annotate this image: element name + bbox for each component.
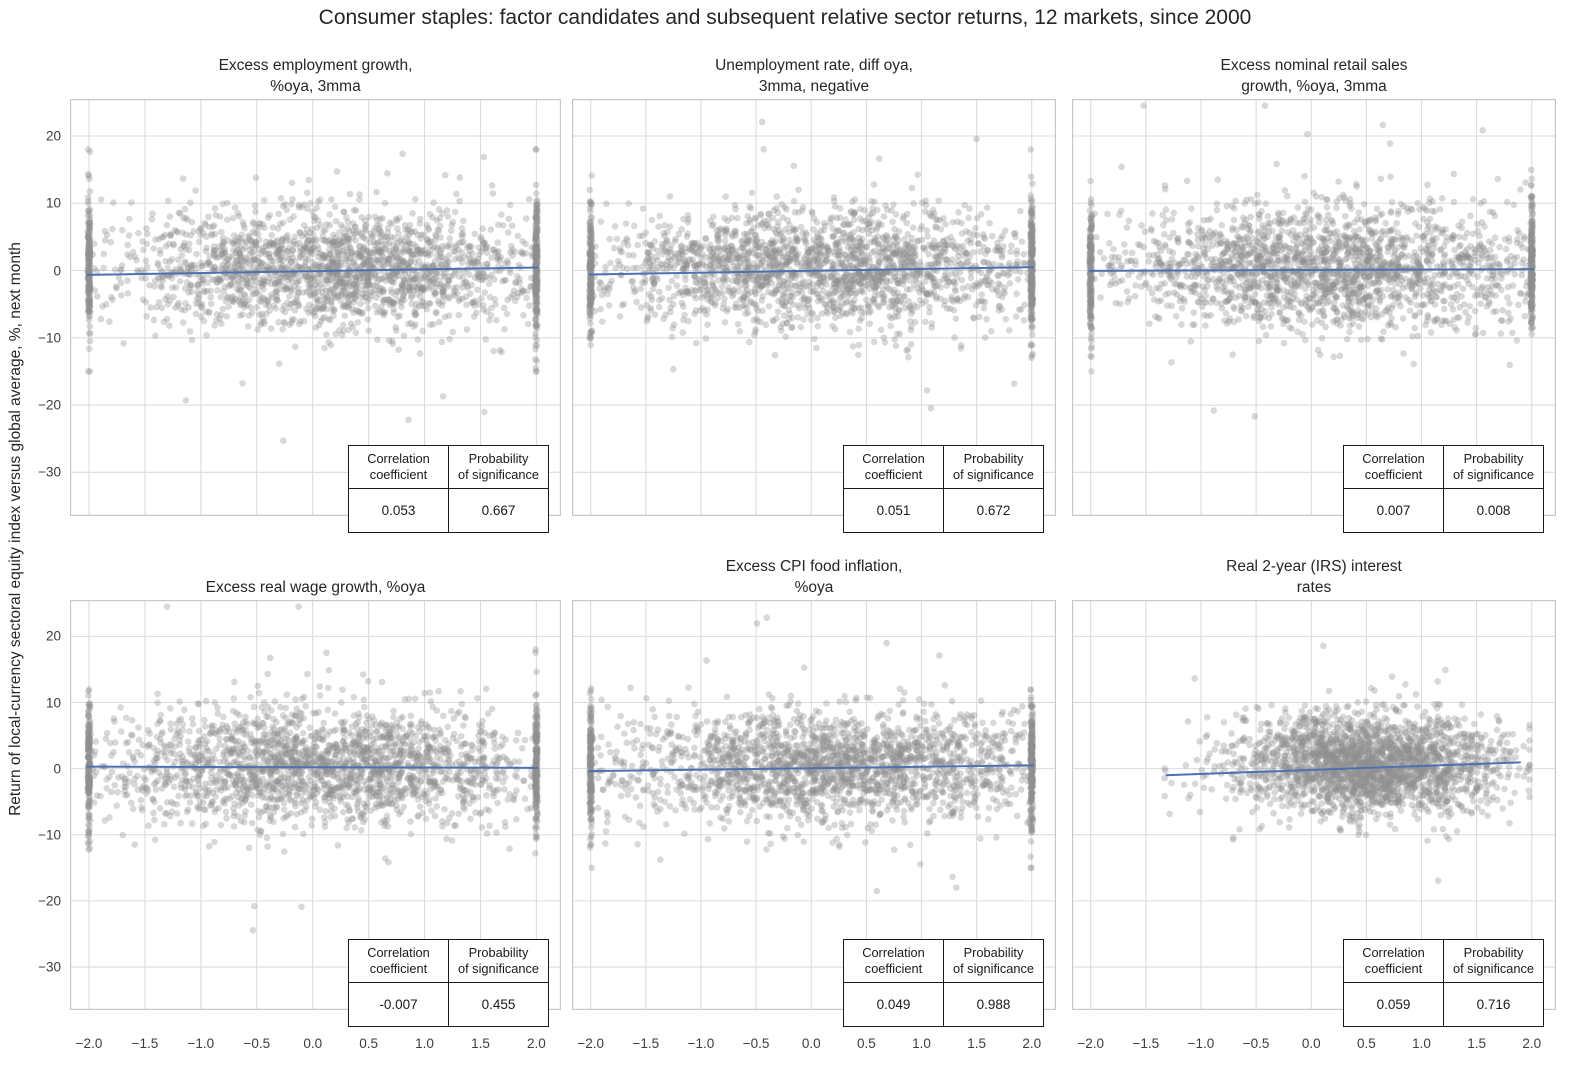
x-tick-label: −1.0: [687, 1036, 715, 1051]
x-tick-label: 0.0: [1301, 1036, 1321, 1051]
x-tick-label: −0.5: [1242, 1036, 1270, 1051]
stats-table: Correlation coefficient Probability of s…: [348, 939, 549, 1027]
stats-header-correlation: Correlation coefficient: [843, 445, 944, 489]
x-tick-label: −2.0: [75, 1036, 103, 1051]
x-tick-label: −2.0: [577, 1036, 605, 1051]
x-tick-label: 2.0: [1022, 1036, 1042, 1051]
stats-header-probability: Probability of significance: [1443, 445, 1544, 489]
stats-value-correlation: 0.049: [843, 982, 944, 1027]
scatter-canvas: [1072, 99, 1556, 516]
panel-title: Excess employment growth, %oya, 3mma: [218, 57, 413, 95]
plot-area: Correlation coefficient Probability of s…: [1072, 600, 1556, 1051]
panel-real-wage-growth: Excess real wage growth, %oya Correlatio…: [38, 548, 561, 1051]
stats-header-probability: Probability of significance: [448, 939, 549, 983]
stats-header-probability: Probability of significance: [943, 445, 1044, 489]
stats-header-correlation: Correlation coefficient: [348, 939, 449, 983]
plot-area: Correlation coefficient Probability of s…: [572, 600, 1056, 1051]
x-tick-label: 0.0: [303, 1036, 323, 1051]
y-tick-label: −20: [38, 397, 61, 413]
y-tick-label: 20: [45, 628, 61, 644]
panel-title: Excess nominal retail sales growth, %oya…: [1220, 57, 1408, 95]
panel-title: Unemployment rate, diff oya, 3mma, negat…: [715, 57, 913, 95]
plot-area: Correlation coefficient Probability of s…: [38, 600, 561, 1051]
stats-header-correlation: Correlation coefficient: [843, 939, 944, 983]
panel-title: Excess real wage growth, %oya: [205, 578, 426, 596]
plot-area: Correlation coefficient Probability of s…: [38, 99, 561, 533]
stats-table: Correlation coefficient Probability of s…: [843, 445, 1044, 533]
x-tick-label: 1.5: [967, 1036, 986, 1051]
y-tick-label: 0: [53, 761, 61, 777]
x-tick-label: −1.0: [187, 1036, 215, 1051]
x-tick-label: 2.0: [527, 1036, 546, 1051]
stats-value-probability: 0.455: [448, 982, 549, 1027]
x-tick-label: 0.5: [856, 1036, 876, 1051]
scatter-canvas: [1072, 600, 1556, 1010]
plot-area: Correlation coefficient Probability of s…: [572, 99, 1056, 533]
stats-header-correlation: Correlation coefficient: [1343, 939, 1444, 983]
y-tick-label: 0: [53, 263, 61, 278]
stats-value-probability: 0.667: [448, 488, 549, 533]
panel-cpi-food-inflation: Excess CPI food inflation, %oya Correlat…: [572, 548, 1056, 1051]
stats-header-correlation: Correlation coefficient: [348, 445, 449, 489]
x-tick-label: −1.5: [632, 1036, 660, 1051]
y-tick-label: −30: [38, 464, 61, 480]
y-axis-label: Return of local-currency sectoral equity…: [7, 242, 24, 816]
stats-header-probability: Probability of significance: [1443, 939, 1544, 983]
stats-table: Correlation coefficient Probability of s…: [348, 445, 549, 533]
stats-value-correlation: 0.051: [843, 488, 944, 533]
x-tick-label: 1.5: [471, 1036, 490, 1051]
panel-retail-sales-growth: Excess nominal retail sales growth, %oya…: [1072, 54, 1556, 533]
panel-real-2y-interest-rates: Real 2-year (IRS) interest rates Correla…: [1072, 548, 1556, 1051]
stats-value-probability: 0.008: [1443, 488, 1544, 533]
x-tick-label: −1.5: [1132, 1036, 1160, 1051]
stats-table: Correlation coefficient Probability of s…: [1343, 445, 1544, 533]
x-tick-label: −1.5: [131, 1036, 159, 1051]
stats-value-probability: 0.672: [943, 488, 1044, 533]
x-tick-label: 1.5: [1467, 1036, 1486, 1051]
stats-header-probability: Probability of significance: [448, 445, 549, 489]
y-tick-label: −10: [38, 330, 61, 346]
stats-value-correlation: 0.059: [1343, 982, 1444, 1027]
y-tick-label: −10: [38, 827, 61, 843]
panel-title: Real 2-year (IRS) interest rates: [1226, 558, 1402, 596]
x-tick-label: 1.0: [1412, 1036, 1431, 1051]
stats-table: Correlation coefficient Probability of s…: [1343, 939, 1544, 1027]
x-tick-label: 0.5: [359, 1036, 379, 1051]
scatter-canvas: [572, 600, 1056, 1010]
panel-title: Excess CPI food inflation, %oya: [725, 558, 903, 596]
scatter-canvas: [70, 99, 561, 516]
x-tick-label: 1.0: [415, 1036, 434, 1051]
stats-header-probability: Probability of significance: [943, 939, 1044, 983]
figure-title: Consumer staples: factor candidates and …: [318, 6, 1252, 29]
x-tick-label: −1.0: [1187, 1036, 1215, 1051]
stats-value-correlation: -0.007: [348, 982, 449, 1027]
x-tick-label: 2.0: [1522, 1036, 1542, 1051]
x-tick-label: 1.0: [912, 1036, 931, 1051]
stats-table: Correlation coefficient Probability of s…: [843, 939, 1044, 1027]
y-tick-label: 10: [45, 695, 61, 710]
x-tick-label: 0.0: [801, 1036, 821, 1051]
y-tick-label: 20: [45, 128, 61, 144]
x-tick-label: −2.0: [1077, 1036, 1105, 1051]
stats-header-correlation: Correlation coefficient: [1343, 445, 1444, 489]
y-tick-label: −30: [38, 959, 61, 975]
x-tick-label: −0.5: [243, 1036, 271, 1051]
scatter-canvas: [70, 600, 561, 1010]
stats-value-probability: 0.988: [943, 982, 1044, 1027]
stats-value-probability: 0.716: [1443, 982, 1544, 1027]
panel-excess-employment-growth: Excess employment growth, %oya, 3mma Cor…: [38, 54, 561, 533]
panel-unemployment-rate: Unemployment rate, diff oya, 3mma, negat…: [572, 54, 1056, 533]
scatter-canvas: [572, 99, 1056, 516]
x-tick-label: 0.5: [1356, 1036, 1376, 1051]
stats-value-correlation: 0.007: [1343, 488, 1444, 533]
x-tick-label: −0.5: [742, 1036, 770, 1051]
plot-area: Correlation coefficient Probability of s…: [1072, 99, 1556, 533]
stats-value-correlation: 0.053: [348, 488, 449, 533]
y-tick-label: 10: [45, 195, 61, 211]
y-tick-label: −20: [38, 893, 61, 909]
